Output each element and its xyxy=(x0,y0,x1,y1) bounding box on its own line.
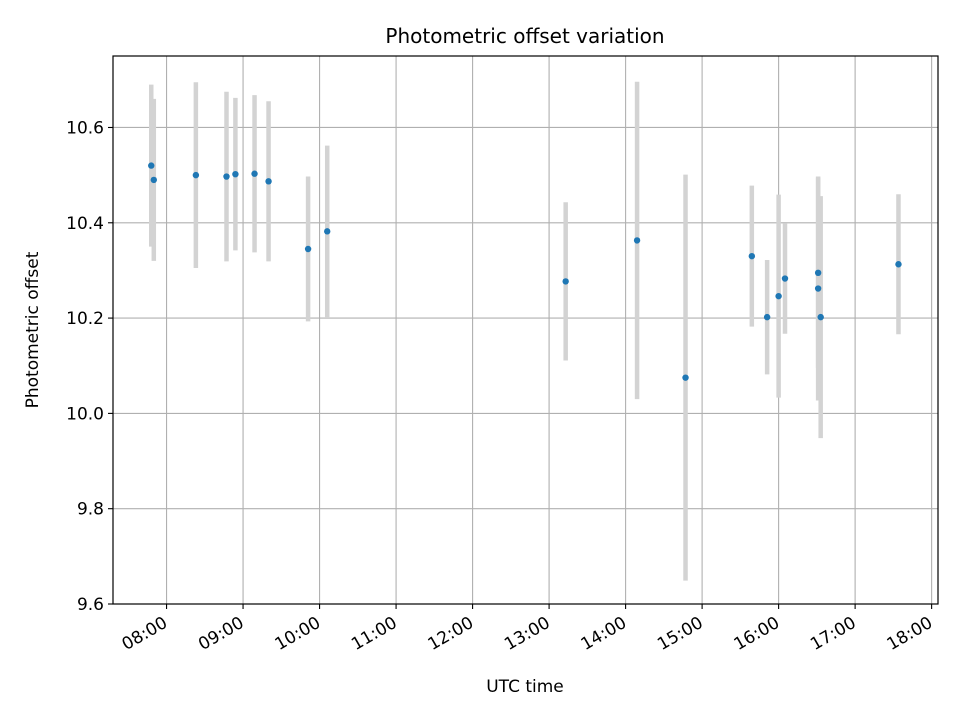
data-point xyxy=(775,292,782,300)
y-tick-label: 9.6 xyxy=(77,595,104,615)
y-axis-ticks: 9.6 9.8 10.0 10.2 10.4 10.6 xyxy=(66,118,113,615)
data-point xyxy=(304,245,312,253)
data-point xyxy=(781,275,789,282)
data-point xyxy=(682,374,689,381)
y-tick-label: 10.6 xyxy=(66,118,104,138)
data-point xyxy=(192,171,200,179)
plot-frame xyxy=(112,55,939,605)
data-point xyxy=(895,261,902,268)
data-point xyxy=(562,278,569,285)
grid xyxy=(113,56,938,605)
data-point xyxy=(150,176,158,184)
y-tick-label: 10.2 xyxy=(66,309,104,329)
data-point xyxy=(232,170,239,178)
data-point xyxy=(817,313,824,321)
data-point xyxy=(223,173,230,180)
data-points xyxy=(148,162,902,381)
data-point xyxy=(148,162,155,169)
data-point xyxy=(763,313,771,321)
data-point xyxy=(748,252,756,260)
data-point xyxy=(633,237,641,244)
chart-title: Photometric offset variation xyxy=(385,24,664,48)
data-point xyxy=(265,178,272,185)
x-axis-label: UTC time xyxy=(486,677,564,697)
y-tick-label: 10.4 xyxy=(66,214,104,234)
data-point xyxy=(814,269,822,277)
data-point xyxy=(814,285,822,292)
y-tick-label: 10.0 xyxy=(66,404,104,424)
data-point xyxy=(251,170,258,177)
data-point xyxy=(324,228,331,235)
y-tick-label: 9.8 xyxy=(77,500,104,520)
y-axis-label: Photometric offset xyxy=(23,251,43,408)
